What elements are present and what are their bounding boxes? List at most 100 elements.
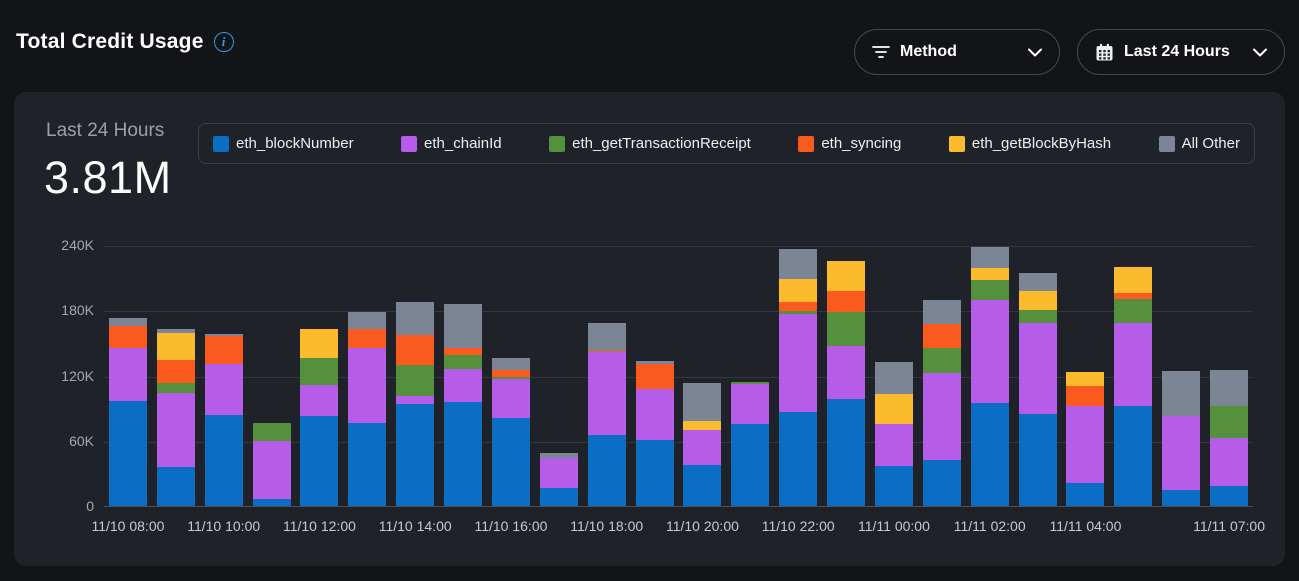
bar-segment	[1162, 489, 1201, 506]
legend-item[interactable]: eth_blockNumber	[213, 135, 354, 152]
bar-segment	[970, 402, 1009, 506]
bar-segment	[874, 362, 913, 395]
legend-label: eth_blockNumber	[236, 135, 354, 152]
bar-segment	[1066, 405, 1105, 484]
bar-segment	[348, 328, 387, 349]
bar-column[interactable]	[535, 245, 583, 506]
bar-segment	[252, 423, 291, 441]
bar-column[interactable]	[487, 245, 535, 506]
bar-segment	[204, 414, 243, 506]
bar-segment	[922, 324, 961, 349]
bar-segment	[874, 465, 913, 506]
bar-segment	[683, 421, 722, 430]
bar-segment	[827, 399, 866, 506]
bar-segment	[1114, 299, 1153, 324]
method-filter-label: Method	[900, 43, 957, 60]
bar-segment	[204, 363, 243, 415]
x-axis-label: 11/10 08:00	[91, 518, 165, 534]
gridline	[104, 311, 1253, 313]
gridline	[104, 441, 1253, 443]
bar-segment	[348, 312, 387, 329]
legend-item[interactable]: eth_chainId	[401, 135, 502, 152]
bar-segment	[635, 363, 674, 389]
bar-segment	[683, 429, 722, 465]
x-axis-label: 11/10 20:00	[665, 518, 739, 534]
legend-swatch	[213, 135, 229, 152]
legend-swatch	[549, 135, 566, 152]
bar-segment	[156, 466, 195, 506]
bar-segment	[635, 388, 674, 440]
bar-column[interactable]	[726, 245, 774, 506]
bar-column[interactable]	[439, 245, 487, 506]
bar-segment	[874, 394, 913, 425]
bar-column[interactable]	[391, 245, 439, 506]
bar-segment	[1114, 405, 1153, 506]
bar-segment	[156, 333, 195, 361]
bar-column[interactable]	[631, 245, 679, 506]
legend-label: eth_syncing	[821, 135, 902, 152]
bar-segment	[827, 290, 866, 313]
bar-segment	[108, 325, 147, 349]
bar-column[interactable]	[152, 245, 200, 506]
legend-item[interactable]: eth_getTransactionReceipt	[549, 135, 751, 152]
bar-column[interactable]	[1062, 245, 1110, 506]
bar-segment	[922, 300, 961, 325]
bar-segment	[156, 328, 195, 334]
info-icon[interactable]: i	[213, 32, 234, 52]
plot-area	[104, 246, 1253, 507]
time-range-dropdown[interactable]: Last 24 Hours	[1077, 29, 1285, 75]
bar-segment	[1162, 415, 1201, 490]
bar-segment	[635, 361, 674, 364]
bar-column[interactable]	[583, 245, 631, 506]
bar-column[interactable]	[200, 245, 248, 506]
bar-column[interactable]	[1205, 245, 1253, 506]
bar-column[interactable]	[679, 245, 727, 506]
bar-column[interactable]	[296, 245, 344, 506]
bar-column[interactable]	[774, 245, 822, 506]
bar-segment	[396, 403, 435, 506]
bar-segment	[779, 278, 818, 302]
bar-segment	[922, 348, 961, 374]
bar-segment	[587, 323, 626, 351]
bar-segment	[156, 360, 195, 384]
bar-column[interactable]	[870, 245, 918, 506]
bar-segment	[635, 439, 674, 506]
bar-segment	[348, 348, 387, 424]
bar-segment	[874, 424, 913, 466]
page-title: Total Credit Usage	[16, 30, 204, 53]
bar-segment	[396, 301, 435, 336]
legend-item[interactable]: eth_syncing	[798, 135, 901, 152]
legend-item[interactable]: eth_getBlockByHash	[948, 135, 1111, 152]
gridline	[104, 376, 1253, 378]
bar-segment	[300, 328, 339, 359]
bar-column[interactable]	[918, 245, 966, 506]
bar-column[interactable]	[343, 245, 391, 506]
bar-segment	[444, 303, 483, 349]
legend-label: All Other	[1181, 135, 1240, 152]
bar-segment	[970, 247, 1009, 268]
bar-column[interactable]	[1157, 245, 1205, 506]
x-axis-label: 11/10 12:00	[282, 518, 356, 534]
method-filter-dropdown[interactable]: Method	[854, 29, 1060, 75]
bar-column[interactable]	[248, 245, 296, 506]
bar-segment	[922, 373, 961, 461]
bar-segment	[1114, 323, 1153, 406]
bar-segment	[1066, 372, 1105, 387]
bar-segment	[396, 364, 435, 397]
bar-segment	[491, 378, 530, 418]
bar-column[interactable]	[1109, 245, 1157, 506]
bar-column[interactable]	[822, 245, 870, 506]
bar-segment	[827, 312, 866, 347]
bar-segment	[683, 464, 722, 506]
legend-swatch	[401, 135, 418, 152]
calendar-icon	[1095, 43, 1114, 62]
bar-column[interactable]	[1014, 245, 1062, 506]
legend-item[interactable]: All Other	[1158, 135, 1240, 152]
bar-segment	[1018, 413, 1057, 506]
bar-column[interactable]	[966, 245, 1014, 506]
bar-segment	[539, 487, 578, 506]
bar-segment	[396, 335, 435, 365]
bar-segment	[1018, 290, 1057, 311]
bar-segment	[348, 423, 387, 506]
bar-column[interactable]	[104, 245, 152, 506]
